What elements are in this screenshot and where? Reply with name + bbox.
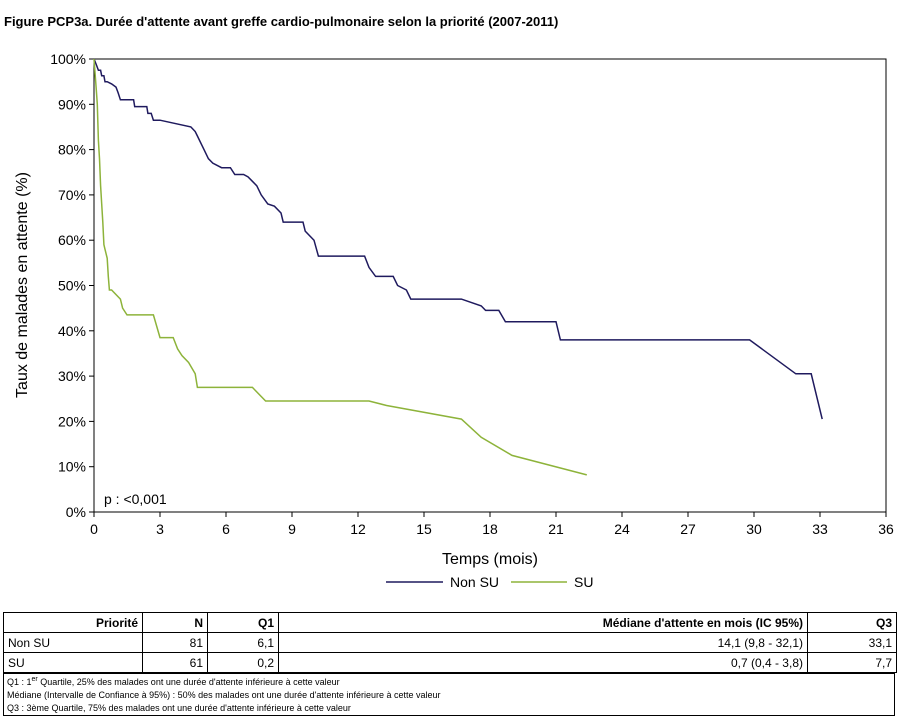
x-tick-label: 18: [482, 521, 498, 537]
footnotes: Q1 : 1er Quartile, 25% des malades ont u…: [3, 673, 895, 716]
note-q3: Q3 : 3ème Quartile, 75% des malades ont …: [7, 703, 351, 713]
x-axis-label: Temps (mois): [442, 551, 538, 568]
header-q3: Q3: [807, 612, 897, 633]
legend-label: SU: [574, 574, 593, 590]
x-tick-label: 0: [90, 521, 98, 537]
survival-chart: 0%10%20%30%40%50%60%70%80%90%100% 0 3 6 9 12…: [14, 51, 894, 590]
x-tick-label: 21: [548, 521, 564, 537]
row-median: 14,1 (9,8 - 32,1): [278, 632, 808, 653]
row-q1: 0,2: [207, 652, 279, 673]
legend-label: Non SU: [450, 574, 499, 590]
table-row: SU 61 0,2 0,7 (0,4 - 3,8) 7,7: [3, 652, 897, 673]
row-n: 81: [142, 632, 208, 653]
y-axis: 0% 10% 20% 30% 40% 50% 60% 70% 80% 90% 100%: [50, 51, 94, 520]
x-axis: 0 3 6 9 12 15 18 21 24 27 30 33 36: [90, 512, 894, 537]
row-priority: Non SU: [3, 632, 143, 653]
row-median: 0,7 (0,4 - 3,8): [278, 652, 808, 673]
summary-table: Priorité N Q1 Médiane d'attente en mois …: [3, 612, 897, 673]
y-tick-label: 70%: [58, 187, 86, 203]
row-q3: 33,1: [807, 632, 897, 653]
row-n: 61: [142, 652, 208, 673]
figure-title: Figure PCP3a. Durée d'attente avant gref…: [4, 14, 559, 29]
y-tick-label: 100%: [50, 51, 86, 67]
x-tick-label: 36: [878, 521, 894, 537]
y-tick-label: 50%: [58, 278, 86, 294]
x-tick-label: 15: [416, 521, 432, 537]
row-priority: SU: [3, 652, 143, 673]
header-q1: Q1: [207, 612, 279, 633]
x-tick-label: 3: [156, 521, 164, 537]
x-tick-label: 27: [680, 521, 696, 537]
y-tick-label: 20%: [58, 413, 86, 429]
table-row: Non SU 81 6,1 14,1 (9,8 - 32,1) 33,1: [3, 632, 897, 653]
series-lines: [93, 58, 823, 476]
series-line-non-su: [93, 58, 823, 420]
x-tick-label: 24: [614, 521, 630, 537]
header-priorite: Priorité: [3, 612, 143, 633]
x-tick-label: 9: [288, 521, 296, 537]
y-tick-label: 60%: [58, 232, 86, 248]
x-tick-label: 6: [222, 521, 230, 537]
table-header-row: Priorité N Q1 Médiane d'attente en mois …: [3, 612, 897, 633]
x-tick-label: 12: [350, 521, 366, 537]
y-tick-label: 90%: [58, 96, 86, 112]
row-q3: 7,7: [807, 652, 897, 673]
note-median: Médiane (Intervalle de Confiance à 95%) …: [7, 690, 441, 700]
x-tick-label: 33: [812, 521, 828, 537]
y-tick-label: 40%: [58, 323, 86, 339]
p-value-annotation: p : <0,001: [104, 491, 167, 507]
x-tick-label: 30: [746, 521, 762, 537]
y-tick-label: 0%: [66, 504, 86, 520]
plot-frame: [93, 58, 887, 513]
y-tick-label: 80%: [58, 142, 86, 158]
header-median: Médiane d'attente en mois (IC 95%): [278, 612, 808, 633]
legend: Non SU SU: [386, 574, 593, 590]
y-tick-label: 30%: [58, 368, 86, 384]
note-q1: Q1 : 1er Quartile, 25% des malades ont u…: [7, 676, 340, 687]
y-axis-label: Taux de malades en attente (%): [14, 172, 31, 398]
y-tick-label: 10%: [58, 459, 86, 475]
header-n: N: [142, 612, 208, 633]
series-line-su: [93, 58, 587, 476]
row-q1: 6,1: [207, 632, 279, 653]
